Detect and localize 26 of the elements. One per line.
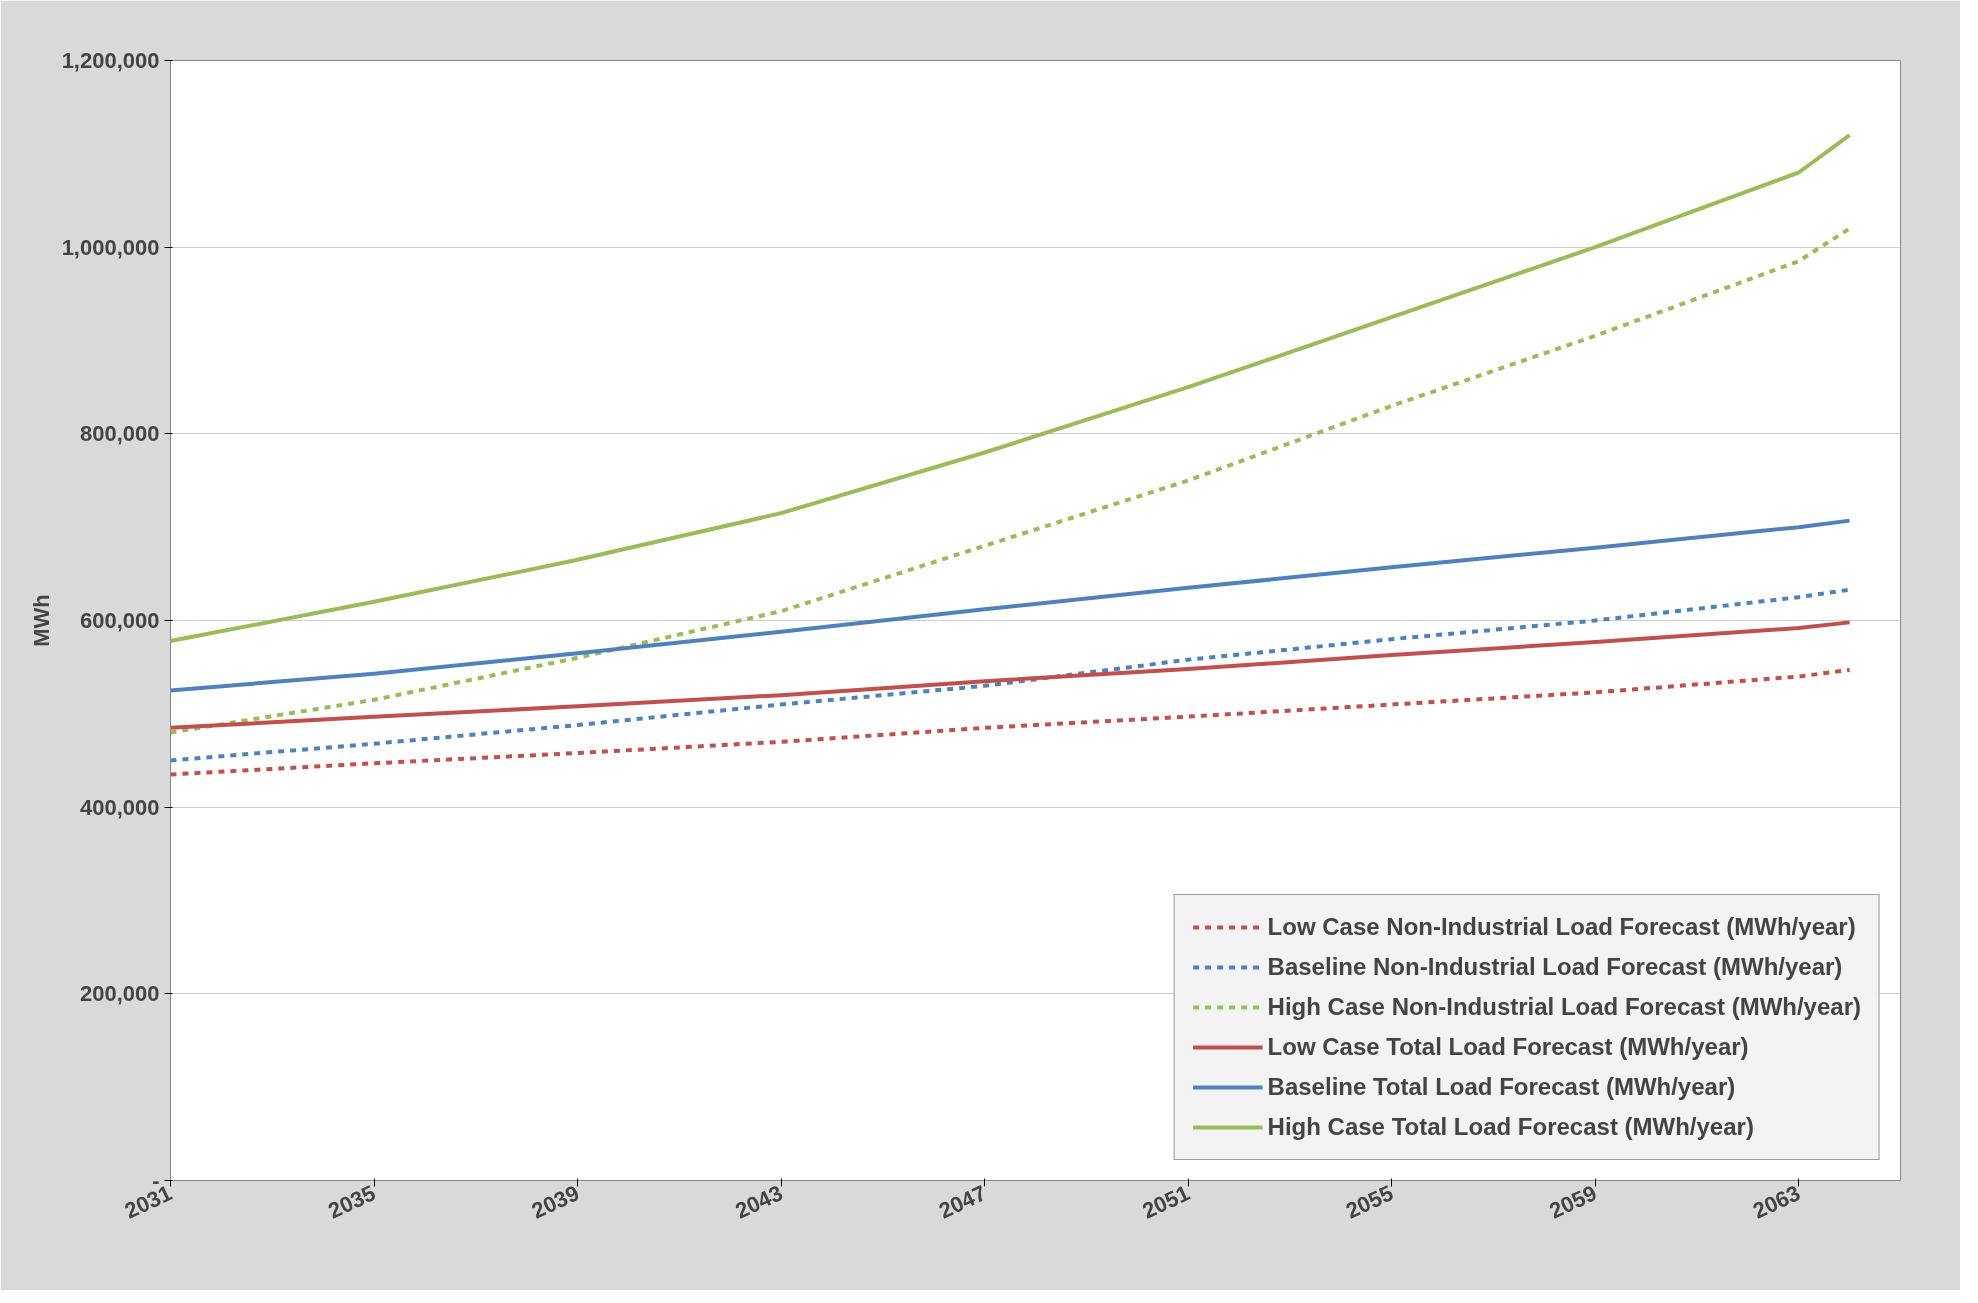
- x-tick-label: 2035: [324, 1180, 380, 1224]
- line-series: [170, 133, 1852, 644]
- line-series: [170, 667, 1852, 777]
- x-tick-label: 2051: [1138, 1180, 1194, 1224]
- x-tick-label: 2043: [731, 1180, 787, 1224]
- legend-label: Low Case Non-Industrial Load Forecast (MWh/year): [1267, 913, 1856, 941]
- y-axis-title: MWh: [28, 594, 54, 647]
- legend-label: High Case Total Load Forecast (MWh/year): [1267, 1113, 1754, 1141]
- x-tick-label: 2055: [1342, 1180, 1397, 1224]
- line-series: [170, 518, 1852, 693]
- x-tick-label: 2059: [1545, 1180, 1601, 1224]
- x-tick-label: 2047: [934, 1180, 990, 1224]
- y-tick-label: 1,000,000: [61, 234, 160, 260]
- line-series: [170, 226, 1852, 735]
- x-tick-label: 2039: [527, 1180, 583, 1224]
- y-tick-label: 200,000: [79, 981, 160, 1007]
- y-tick-label: 600,000: [79, 608, 160, 633]
- y-tick-label: 1,200,000: [61, 48, 160, 73]
- legend-label: Baseline Non-Industrial Load Forecast (MWh/year): [1267, 953, 1843, 981]
- legend-label: Baseline Total Load Forecast (MWh/year): [1267, 1073, 1736, 1101]
- legend-label: High Case Non-Industrial Load Forecast (MWh/year): [1267, 993, 1861, 1021]
- y-tick-label: 800,000: [79, 421, 160, 447]
- x-tick-label: 2063: [1749, 1180, 1805, 1224]
- y-tick-label: 400,000: [79, 794, 160, 820]
- legend-label: Low Case Total Load Forecast (MWh/year): [1267, 1033, 1749, 1061]
- line-series: [170, 620, 1852, 730]
